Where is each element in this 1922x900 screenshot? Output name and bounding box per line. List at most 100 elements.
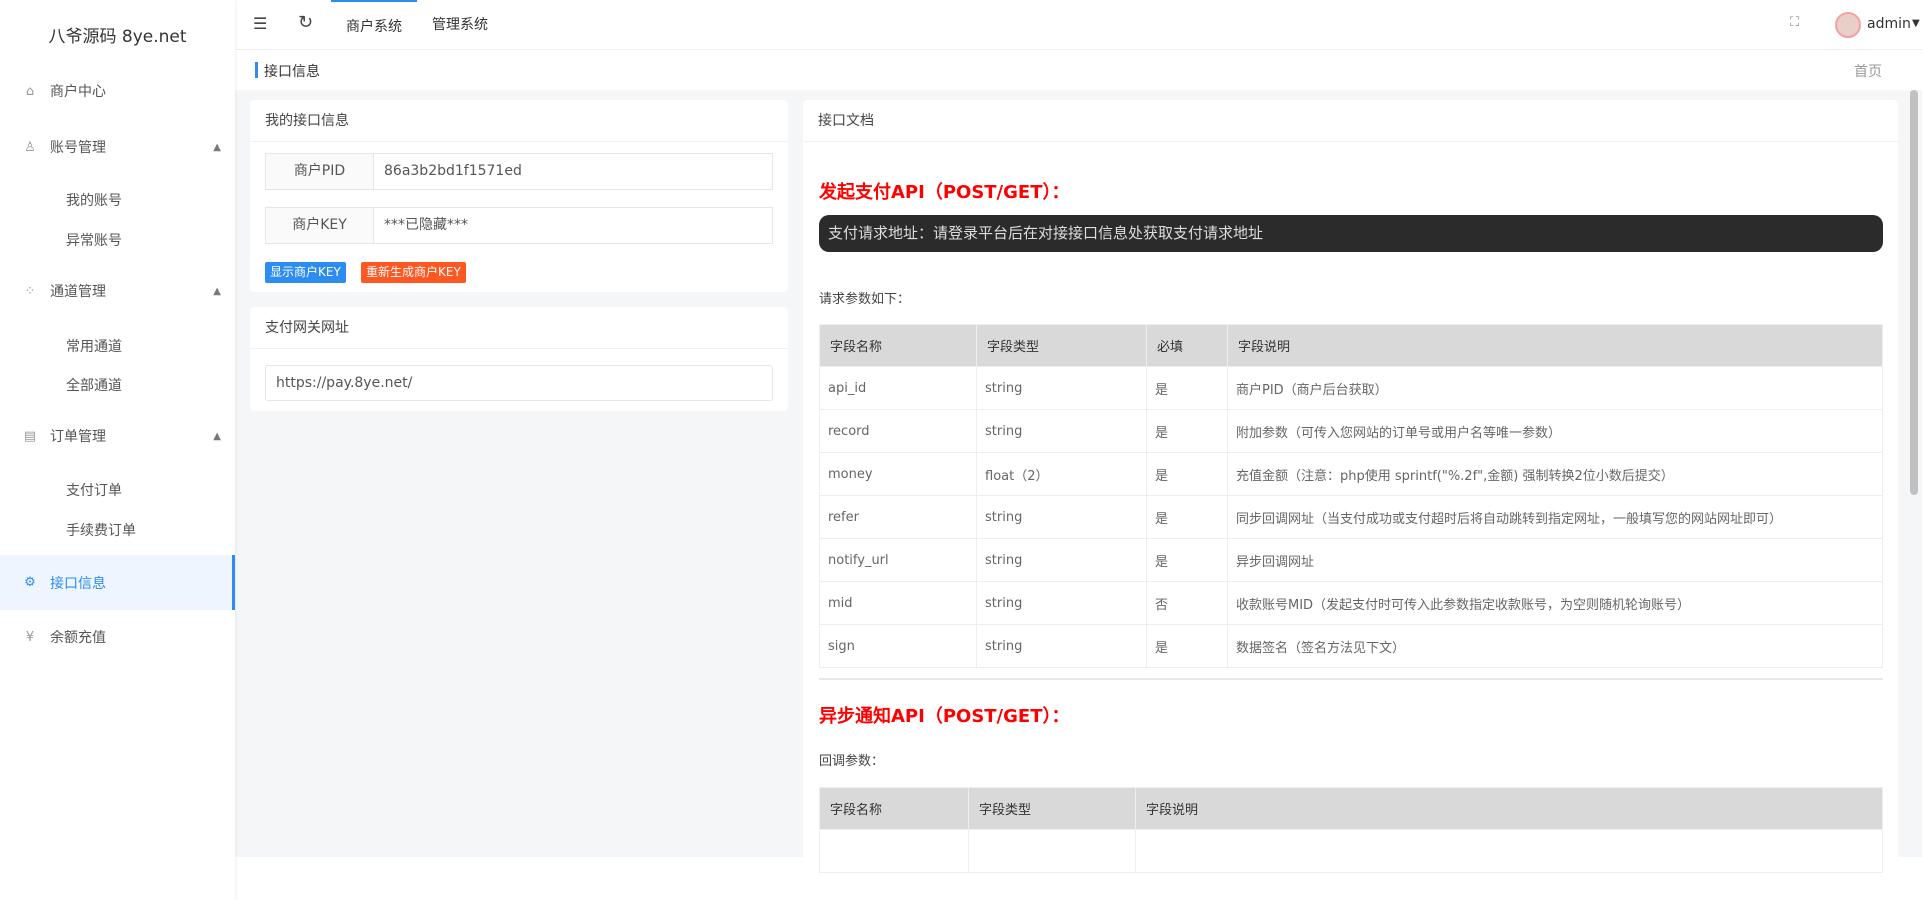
main-content: 我的接口信息 商户PID 86a3b2bd1f1571ed 商户KEY ***已隐藏… (235, 90, 1922, 880)
table-cell: 是 (1146, 366, 1228, 410)
table-cell: 附加参数（可传入您网站的订单号或用户名等唯一参数） (1227, 409, 1883, 453)
column-header: 字段类型 (976, 324, 1147, 367)
sidebar-sub-my-account[interactable]: 我的账号 (66, 193, 122, 209)
gateway-url-input[interactable]: https://pay.8ye.net/ (265, 365, 773, 401)
table-row: money float（2）是充值金额（注意：php使用 sprintf("%.2… (819, 452, 1883, 496)
home-icon: ⌂ (25, 83, 35, 99)
params-label: 请求参数如下： (819, 292, 911, 307)
card-title: 接口文档 (803, 100, 1898, 142)
pay-api-title: 发起支付API（POST/GET）： (819, 182, 1070, 203)
key-label: 商户KEY (265, 207, 374, 244)
scrollbar[interactable] (1910, 90, 1918, 495)
sidebar-item-label: 接口信息 (50, 575, 106, 592)
table-row (819, 829, 1883, 873)
caret-up-icon: ▲ (213, 285, 221, 297)
table-row: sign string 是数据签名（签名方法见下文） (819, 624, 1883, 668)
gear-icon: ⚙ (24, 575, 36, 590)
table-cell: mid (819, 581, 977, 625)
callback-params-table: 字段名称 字段类型 字段说明 (819, 787, 1883, 873)
table-cell: api_id (819, 366, 977, 410)
table-cell: 异步回调网址 (1227, 538, 1883, 582)
table-cell: record (819, 409, 977, 453)
sidebar-item-api-info[interactable]: ⚙ 接口信息 (0, 555, 235, 610)
sidebar-item-recharge[interactable]: ¥ 余额充值 (0, 610, 235, 664)
user-icon: ♙ (24, 139, 36, 155)
column-header: 字段说明 (1135, 787, 1883, 830)
tab-admin-system[interactable]: 管理系统 (432, 17, 488, 33)
caret-down-icon[interactable]: ▼ (1912, 18, 1920, 29)
table-row: api_id string 是商户PID（商户后台获取） (819, 366, 1883, 410)
card-title: 支付网关网址 (250, 307, 788, 349)
table-cell: 数据签名（签名方法见下文） (1227, 624, 1883, 668)
table-row: refer string 是同步回调网址（当支付成功或支付超时后将自动跳转到指定网址… (819, 495, 1883, 539)
table-cell: 是 (1146, 495, 1228, 539)
table-cell: 是 (1146, 538, 1228, 582)
table-cell: sign (819, 624, 977, 668)
table-cell: string (976, 366, 1147, 410)
table-cell: 收款账号MID（发起支付时可传入此参数指定收款账号，为空则随机轮询账号） (1227, 581, 1883, 625)
sidebar-sub-fee-order[interactable]: 手续费订单 (66, 523, 136, 539)
show-key-button[interactable]: 显示商户KEY (265, 262, 346, 283)
pid-label: 商户PID (265, 153, 374, 190)
reset-key-button[interactable]: 重新生成商户KEY (361, 262, 466, 283)
apps-icon: ⁘ (24, 283, 36, 299)
divider (819, 678, 1883, 680)
table-row: mid string 否收款账号MID（发起支付时可传入此参数指定收款账号，为空则随… (819, 581, 1883, 625)
table-cell: string (976, 409, 1147, 453)
table-cell: 商户PID（商户后台获取） (1227, 366, 1883, 410)
logo: 八爷源码 8ye.net (48, 27, 187, 47)
table-cell: 是 (1146, 624, 1228, 668)
pid-input[interactable]: 86a3b2bd1f1571ed (374, 153, 773, 190)
sidebar-item-label: 账号管理 (50, 140, 106, 156)
sidebar-sub-common-channel[interactable]: 常用通道 (66, 339, 122, 355)
tab-merchant-system[interactable]: 商户系统 (331, 0, 417, 50)
table-row: record string 是附加参数（可传入您网站的订单号或用户名等唯一参数） (819, 409, 1883, 453)
api-doc-card: 接口文档 发起支付API（POST/GET）： 支付请求地址：请登录平台后在对接… (803, 100, 1898, 880)
fullscreen-icon[interactable]: ⛶ (1790, 15, 1800, 30)
table-cell: notify_url (819, 538, 977, 582)
column-header: 字段名称 (819, 787, 969, 830)
pay-url-note: 支付请求地址：请登录平台后在对接接口信息处获取支付请求地址 (819, 215, 1883, 252)
sidebar-item-label: 通道管理 (50, 284, 106, 300)
table-cell: string (976, 495, 1147, 539)
notify-api-title: 异步通知API（POST/GET）： (819, 706, 1070, 727)
table-cell: money (819, 452, 977, 496)
home-link[interactable]: 首页 (1854, 64, 1882, 80)
request-params-table: 字段名称 字段类型 必填 字段说明 api_id string 是商户PID（商户后台获取… (819, 324, 1883, 668)
sidebar-sub-abnormal-account[interactable]: 异常账号 (66, 233, 122, 249)
avatar[interactable] (1835, 12, 1861, 38)
table-cell: 是 (1146, 452, 1228, 496)
caret-up-icon: ▲ (213, 430, 221, 442)
pid-field: 商户PID 86a3b2bd1f1571ed (265, 153, 773, 190)
table-cell: 否 (1146, 581, 1228, 625)
card-title: 我的接口信息 (250, 100, 788, 142)
key-field: 商户KEY ***已隐藏*** (265, 207, 773, 244)
table-cell: 是 (1146, 409, 1228, 453)
column-header: 必填 (1146, 324, 1228, 367)
document-icon: ▤ (23, 428, 37, 444)
breadcrumb: 接口信息 首页 (235, 50, 1922, 90)
sidebar-sub-pay-order[interactable]: 支付订单 (66, 483, 122, 499)
table-cell: string (976, 581, 1147, 625)
sidebar-item-label: 余额充值 (50, 630, 106, 646)
collapse-menu-icon[interactable]: ☰ (253, 14, 268, 33)
callback-label: 回调参数： (819, 754, 885, 769)
sidebar-item-label: 订单管理 (50, 429, 106, 445)
refresh-icon[interactable]: ↻ (298, 12, 314, 33)
table-header: 字段名称 字段类型 字段说明 (819, 787, 1883, 830)
top-bar: ☰ ↻ 商户系统 管理系统 ⛶ admin ▼ (235, 0, 1922, 50)
sidebar-item-merchant-center[interactable]: ⌂ 商户中心 (0, 64, 235, 118)
sidebar-item-order[interactable]: ▤ 订单管理 ▲ (0, 409, 235, 463)
key-input[interactable]: ***已隐藏*** (374, 207, 773, 244)
sidebar-item-account[interactable]: ♙ 账号管理 ▲ (0, 120, 235, 174)
username[interactable]: admin (1867, 16, 1911, 32)
my-api-info-card: 我的接口信息 商户PID 86a3b2bd1f1571ed 商户KEY ***已隐藏… (250, 100, 788, 292)
sidebar-item-channel[interactable]: ⁘ 通道管理 ▲ (0, 264, 235, 318)
table-cell: 同步回调网址（当支付成功或支付超时后将自动跳转到指定网址，一般填写您的网站网址即… (1227, 495, 1883, 539)
sidebar-sub-all-channel[interactable]: 全部通道 (66, 378, 122, 394)
yen-icon: ¥ (25, 629, 35, 645)
table-header: 字段名称 字段类型 必填 字段说明 (819, 324, 1883, 367)
table-row: notify_url string 是异步回调网址 (819, 538, 1883, 582)
column-header: 字段说明 (1227, 324, 1883, 367)
column-header: 字段类型 (968, 787, 1136, 830)
